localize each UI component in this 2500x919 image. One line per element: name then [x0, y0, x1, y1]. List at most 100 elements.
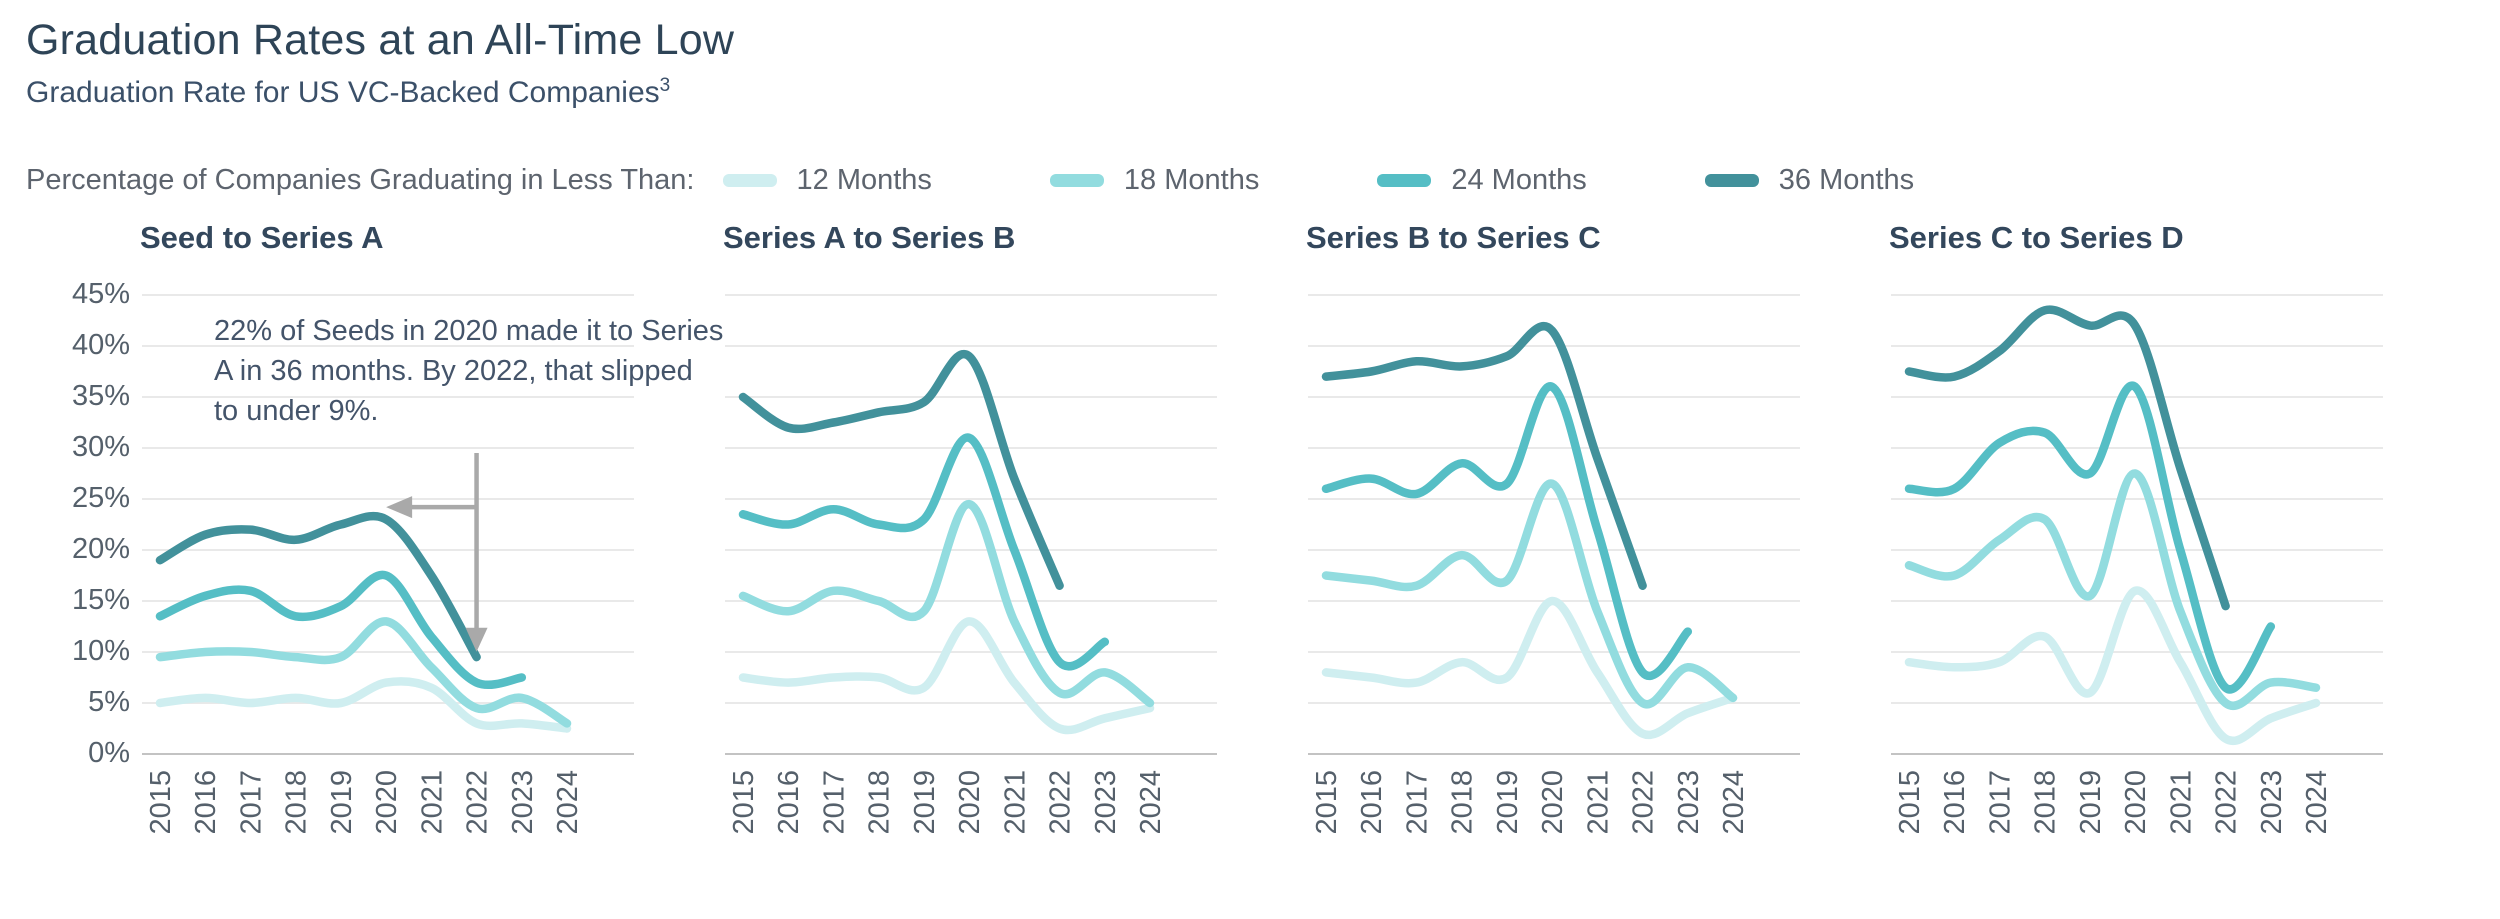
y-tick-label: 30% — [71, 431, 130, 463]
x-tick-label: 2022 — [462, 770, 494, 835]
series-line-18-months — [155, 617, 572, 728]
x-tick-label: 2016 — [773, 770, 805, 835]
legend-item-12-months: 12 Months — [722, 164, 932, 197]
annotation-arrows — [386, 453, 488, 652]
x-tick-label: 2020 — [954, 770, 986, 835]
annotation-callout: 22% of Seeds in 2020 made it to Series A… — [214, 315, 724, 428]
x-tick-label: 2021 — [1582, 770, 1614, 835]
legend-label: Percentage of Companies Graduating in Le… — [26, 164, 695, 196]
x-tick-label: 2020 — [371, 770, 403, 835]
legend-item-label: 12 Months — [796, 164, 932, 196]
page-title: Graduation Rates at an All-Time Low — [26, 16, 735, 64]
x-tick-label: 2023 — [1090, 770, 1122, 835]
footnote-marker: 3 — [659, 75, 671, 96]
panel-title: Seed to Series A — [140, 220, 384, 255]
x-tick-label: 2018 — [1447, 770, 1479, 835]
chart-series-a-to-series-b: 2015 2016 2017 2018 2019 2020 2021 2022 2023 2024 — [725, 265, 1308, 865]
series-line-18-months — [1904, 469, 2321, 710]
series-line-36-months — [155, 511, 481, 662]
charts-grid: 45% 40% 35% 30% 25% 20% 15% 10% 5% 0% Seed to Ser… — [24, 219, 2476, 865]
line-chart-svg: 2015 2016 2017 2018 2019 2020 2021 2022 2023 2024 — [725, 294, 1217, 835]
y-tick-label: 20% — [71, 533, 130, 565]
legend-swatch-36-months — [1704, 174, 1759, 187]
panel-title: Series C to Series D — [1889, 220, 2184, 255]
y-tick-label: 5% — [88, 686, 130, 718]
legend-item-label: 24 Months — [1451, 164, 1587, 196]
x-tick-label: 2018 — [2030, 770, 2062, 835]
line-chart-svg: 2015 2016 2017 2018 2019 2020 2021 2022 2023 2024 — [1891, 294, 2383, 835]
panel-title: Series B to Series C — [1306, 220, 1601, 255]
series-line-12-months — [1904, 586, 2321, 746]
x-tick-label: 2022 — [1045, 770, 1077, 835]
series-line-24-months — [738, 433, 1110, 671]
x-tick-label: 2019 — [2075, 770, 2107, 835]
panel-series-b-to-series-c: Series B to Series C 2015 2016 2017 2018 201… — [1306, 219, 1891, 865]
x-tick-label: 2024 — [552, 770, 584, 835]
chart-seed-to-series-a: 2015 2016 2017 2018 2019 2020 2021 2022 2023 2024 — [142, 265, 725, 865]
x-tick-label: 2015 — [1311, 770, 1343, 835]
x-tick-label: 2023 — [2256, 770, 2288, 835]
y-tick-label: 10% — [71, 635, 130, 667]
legend-items: 12 Months 18 Months 24 Months 36 Months — [722, 164, 2033, 197]
series-line-24-months — [155, 570, 527, 690]
series-line-12-months — [155, 677, 572, 733]
chart-series-c-to-series-d: 2015 2016 2017 2018 2019 2020 2021 2022 2023 2024 — [1891, 265, 2474, 865]
legend: Percentage of Companies Graduating in Le… — [26, 164, 2476, 197]
x-tick-label: 2018 — [281, 770, 313, 835]
x-tick-label: 2020 — [2120, 770, 2152, 835]
chart-series-b-to-series-c: 2015 2016 2017 2018 2019 2020 2021 2022 2023 2024 — [1308, 265, 1891, 865]
y-tick-label: 25% — [71, 482, 130, 514]
x-tick-label: 2015 — [145, 770, 177, 835]
line-chart-svg: 2015 2016 2017 2018 2019 2020 2021 2022 2023 2024 — [1308, 294, 1800, 835]
x-tick-label: 2023 — [507, 770, 539, 835]
panel-title: Series A to Series B — [723, 220, 1016, 255]
legend-swatch-12-months — [722, 174, 777, 187]
x-tick-label: 2024 — [1718, 770, 1750, 835]
legend-item-24-months: 24 Months — [1377, 164, 1587, 197]
y-axis-labels: 45% 40% 35% 30% 25% 20% 15% 10% 5% 0% — [24, 219, 142, 865]
y-tick-label: 0% — [88, 737, 130, 769]
y-tick-label: 35% — [71, 380, 130, 412]
series-line-12-months — [738, 617, 1155, 735]
series-line-24-months — [1321, 382, 1693, 680]
legend-item-label: 18 Months — [1123, 164, 1260, 196]
legend-swatch-18-months — [1049, 174, 1104, 187]
panel-series-a-to-series-b: Series A to Series B 2015 2016 2017 2018 201… — [723, 219, 1308, 865]
x-tick-label: 2019 — [1492, 770, 1524, 835]
legend-item-label: 36 Months — [1778, 164, 1915, 196]
x-tick-label: 2015 — [728, 770, 760, 835]
x-tick-label: 2022 — [1628, 770, 1660, 835]
panel-seed-to-series-a: Seed to Series A 2015 2016 2017 2018 2019 202… — [140, 219, 725, 865]
legend-item-36-months: 36 Months — [1704, 164, 1915, 197]
legend-item-18-months: 18 Months — [1049, 164, 1260, 197]
series-line-36-months — [738, 349, 1064, 590]
x-tick-label: 2020 — [1537, 770, 1569, 835]
x-tick-label: 2016 — [190, 770, 222, 835]
x-tick-label: 2021 — [2165, 770, 2197, 835]
x-tick-label: 2019 — [909, 770, 941, 835]
series-line-18-months — [738, 499, 1155, 708]
x-tick-label: 2021 — [999, 770, 1031, 835]
x-tick-label: 2015 — [1894, 770, 1926, 835]
legend-swatch-24-months — [1377, 174, 1432, 187]
page-subtitle: Graduation Rate for US VC-Backed Compani… — [26, 75, 2476, 110]
y-tick-label: 45% — [71, 278, 130, 310]
panel-series-c-to-series-d: Series C to Series D 2015 2016 2017 2018 201… — [1889, 219, 2474, 865]
y-tick-label: 40% — [71, 329, 130, 361]
x-tick-label: 2017 — [1984, 770, 2016, 835]
x-tick-label: 2016 — [1356, 770, 1388, 835]
series-line-24-months — [1904, 381, 2276, 694]
x-tick-label: 2017 — [1401, 770, 1433, 835]
x-tick-label: 2017 — [235, 770, 267, 835]
x-tick-label: 2019 — [326, 770, 358, 835]
series-line-12-months — [1321, 596, 1738, 740]
x-tick-label: 2023 — [1673, 770, 1705, 835]
x-tick-label: 2024 — [2301, 770, 2333, 835]
x-tick-label: 2022 — [2211, 770, 2243, 835]
x-tick-label: 2016 — [1939, 770, 1971, 835]
x-tick-label: 2018 — [864, 770, 896, 835]
subtitle-text: Graduation Rate for US VC-Backed Compani… — [26, 76, 660, 109]
y-tick-label: 15% — [71, 584, 130, 616]
series-line-36-months — [1321, 322, 1647, 590]
